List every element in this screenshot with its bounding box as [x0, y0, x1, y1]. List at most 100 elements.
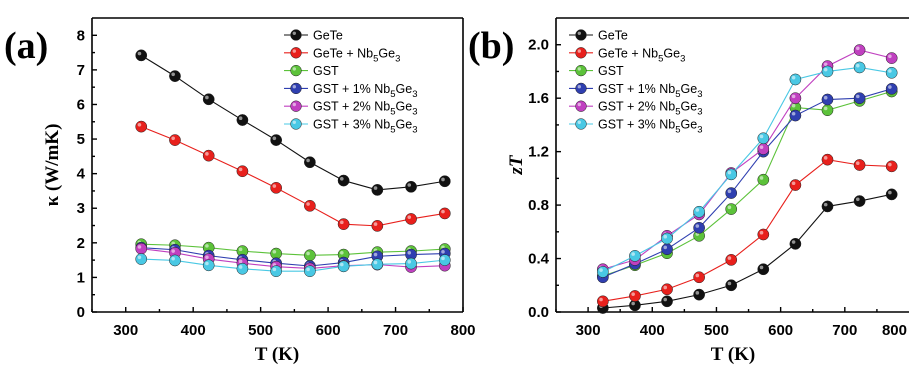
x-axis-title: T (K) [255, 344, 300, 365]
series-2-point [885, 160, 898, 173]
series-2-point-highlight [663, 285, 668, 290]
y-tick-label: 3 [77, 200, 85, 217]
series-2-point [789, 179, 802, 191]
series-1-point [438, 175, 451, 188]
y-tick-label: 6 [77, 96, 85, 113]
series-6-point-highlight [407, 259, 412, 264]
series-1-point-highlight [441, 177, 445, 182]
panel-b: 300 400 500 600 700 800 0.0 0.4 0.8 1.2 1.6 2.0 (b) z… [468, 17, 909, 365]
series-2-point-highlight [888, 162, 892, 167]
x-tick-label: 700 [383, 322, 408, 339]
series-2-point [661, 283, 673, 296]
legend-marker [290, 29, 302, 41]
series-6-point [757, 132, 770, 145]
series-2-point [304, 199, 316, 212]
series-1-point-highlight [306, 158, 310, 163]
series-5-point-highlight [171, 249, 175, 253]
series-6-point-highlight [373, 260, 378, 265]
series-5-point [757, 143, 770, 155]
legend-label: GST + 2% Nb5Ge3 [313, 100, 418, 118]
series-1-point-highlight [340, 176, 344, 181]
series-1-line [602, 193, 892, 309]
series-6-point-highlight [631, 252, 635, 256]
legend-marker [290, 47, 302, 59]
series-6-point [337, 260, 350, 273]
series-2-point-highlight [272, 184, 277, 188]
series-6-point-highlight [137, 255, 142, 260]
legend-marker-highlight [577, 102, 581, 107]
legend-label: GeTe + Nb5Ge3 [313, 46, 400, 64]
series-6-point [693, 205, 705, 218]
series-4-point [693, 221, 705, 234]
series-5 [597, 44, 898, 276]
x-tick-label: 600 [768, 322, 793, 339]
x-tick-label: 800 [882, 322, 907, 339]
series-3-point-highlight [340, 250, 344, 255]
series-6-point [202, 259, 215, 272]
series-1-point-highlight [205, 95, 209, 100]
panel-a: 300 400 500 600 700 800 0 1 2 3 4 5 6 7 8 (a) κ (W/mK) T … [4, 17, 476, 365]
series-2-point-highlight [238, 167, 243, 172]
series-1-point-highlight [759, 265, 764, 270]
series-2-point [135, 120, 148, 133]
legend-label: GST + 1% Nb5Ge3 [598, 82, 703, 100]
series-1-point-highlight [663, 297, 668, 302]
series-3-point-highlight [823, 106, 828, 111]
legend-label: GeTe [313, 29, 343, 43]
series-2-point [853, 159, 866, 171]
legend-label: GST + 3% Nb5Ge3 [313, 118, 418, 136]
series-6-point-highlight [340, 262, 344, 267]
series-1-point [757, 263, 770, 276]
series-4-point [821, 93, 834, 106]
series-2-point [371, 220, 384, 232]
y-axis-title: κ (W/mK) [42, 124, 63, 207]
series-3-point-highlight [238, 247, 243, 252]
series-6-point-highlight [727, 170, 732, 175]
x-tick-label: 600 [316, 322, 341, 339]
series-3-line [141, 243, 445, 256]
y-tick-label: 2.0 [528, 37, 549, 54]
y-tick-label: 1 [77, 269, 85, 286]
series-2-point [725, 254, 738, 266]
series-6-point [885, 66, 898, 79]
series-1-point [270, 134, 283, 146]
series-6-point-highlight [791, 75, 796, 80]
series-5-point-highlight [238, 259, 243, 264]
legend-marker-highlight [577, 31, 581, 35]
series-2-point [337, 218, 350, 230]
series-6-point-highlight [663, 234, 668, 239]
series-2-point-highlight [791, 181, 796, 186]
series-4-point-highlight [888, 85, 892, 89]
y-tick-label: 1.2 [528, 144, 549, 161]
series-5-point [885, 52, 898, 64]
series-1-point-highlight [407, 183, 412, 187]
y-tick-label: 0.8 [528, 197, 549, 214]
series-6-point-highlight [855, 63, 860, 68]
series-4-point-highlight [823, 95, 828, 100]
series-3-point [304, 249, 316, 262]
series-5-point-highlight [137, 245, 142, 249]
series-3-line [602, 90, 892, 277]
series-2 [597, 153, 898, 308]
y-tick-label: 4 [77, 166, 86, 183]
series-2-point-highlight [306, 202, 310, 206]
series-3-point-highlight [759, 176, 764, 180]
series-4-point-highlight [727, 189, 732, 194]
series-1-point [693, 288, 705, 301]
series-2-point [270, 181, 283, 194]
series-3-point-highlight [727, 205, 732, 210]
series-1-point-highlight [373, 186, 378, 190]
legend-label: GeTe + Nb5Ge3 [598, 46, 685, 64]
series-1-point [236, 114, 249, 126]
series-4-point-highlight [373, 252, 378, 257]
series-3-point [725, 203, 738, 215]
series-4-line [141, 247, 445, 267]
series-4-point [789, 109, 802, 122]
series-6-point [270, 265, 283, 278]
series-6-point [629, 250, 641, 262]
series-2-point [629, 290, 641, 302]
y-tick-label: 8 [77, 27, 85, 44]
series-2-point-highlight [340, 220, 344, 225]
series-1-point-highlight [695, 291, 700, 295]
